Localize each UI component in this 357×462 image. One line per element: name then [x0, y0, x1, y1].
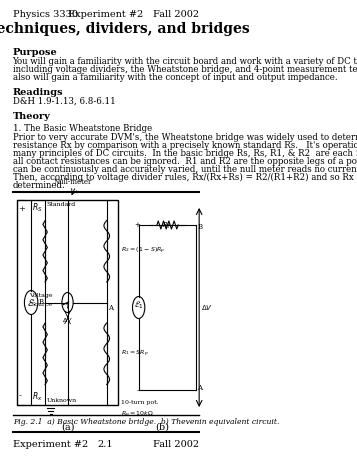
- Text: 1. The Basic Wheatstone Bridge: 1. The Basic Wheatstone Bridge: [12, 124, 152, 133]
- Text: Unknown: Unknown: [47, 399, 77, 403]
- Text: -: -: [18, 392, 21, 400]
- Text: determined.: determined.: [12, 181, 65, 190]
- Text: Physics 3330: Physics 3330: [12, 10, 77, 19]
- Text: 10-turn pot.: 10-turn pot.: [121, 400, 159, 405]
- Text: can be continuously and accurately varied, until the null meter reads no current: can be continuously and accurately varie…: [12, 165, 357, 174]
- Text: +: +: [18, 205, 25, 213]
- Text: Theory: Theory: [12, 112, 50, 121]
- Text: $R_2=(1-S)R_p$: $R_2=(1-S)R_p$: [121, 246, 165, 256]
- Text: Purpose: Purpose: [12, 48, 57, 57]
- Text: Readings: Readings: [12, 88, 63, 97]
- Text: $\Delta V$: $\Delta V$: [62, 316, 73, 323]
- Text: Standard: Standard: [47, 201, 76, 207]
- Text: D&H 1.9-1.13, 6.8-6.11: D&H 1.9-1.13, 6.8-6.11: [12, 97, 115, 106]
- Text: also will gain a familiarity with the concept of input and output impedance.: also will gain a familiarity with the co…: [12, 73, 337, 82]
- Text: Experiment #2: Experiment #2: [12, 440, 88, 449]
- Text: B: B: [39, 298, 44, 306]
- Text: Then, according to voltage divider rules, Rx/(Rx+Rs) = R2/(R1+R2) and so Rx can : Then, according to voltage divider rules…: [12, 173, 357, 182]
- Text: Fall 2002: Fall 2002: [153, 10, 199, 19]
- Text: $R_1=SR_p$: $R_1=SR_p$: [121, 349, 149, 359]
- Text: $\Delta V$: $\Delta V$: [201, 303, 213, 312]
- Text: many principles of DC circuits.  In the basic bridge Rs, Rs, R1, & R2  are each : many principles of DC circuits. In the b…: [12, 149, 357, 158]
- Text: Voltage: Voltage: [30, 292, 53, 298]
- Text: Experiment #2: Experiment #2: [68, 10, 143, 19]
- Text: all contact resistances can be ignored.  R1 and R2 are the opposite legs of a po: all contact resistances can be ignored. …: [12, 157, 357, 166]
- Text: $R_x$: $R_x$: [32, 391, 42, 403]
- Text: (a): (a): [61, 423, 74, 432]
- Text: $\mathcal{E}$: $\mathcal{E}$: [27, 297, 35, 308]
- Text: 2.1: 2.1: [98, 440, 114, 449]
- Text: Null-meter: Null-meter: [54, 178, 92, 186]
- Text: Source: Source: [30, 303, 52, 308]
- Text: A: A: [197, 384, 202, 392]
- Text: -: -: [136, 387, 139, 393]
- Text: $R_p=10k\Omega$: $R_p=10k\Omega$: [121, 410, 154, 420]
- Text: (b): (b): [156, 423, 170, 432]
- Text: DC techniques, dividers, and bridges: DC techniques, dividers, and bridges: [0, 22, 250, 36]
- Text: Prior to very accurate DVM's, the Wheatstone bridge was widely used to determine: Prior to very accurate DVM's, the Wheats…: [12, 133, 357, 142]
- Text: B: B: [197, 223, 202, 231]
- Text: $\mathcal{E}_1$: $\mathcal{E}_1$: [134, 300, 144, 311]
- Bar: [17, 200, 118, 405]
- Text: resistance Rx by comparison with a precisely known standard Rs.   It's operation: resistance Rx by comparison with a preci…: [12, 141, 357, 150]
- Text: Fall 2002: Fall 2002: [153, 440, 199, 449]
- Text: $R_T$: $R_T$: [162, 221, 172, 231]
- Text: including voltage dividers, the Wheatstone bridge, and 4-point measurement techn: including voltage dividers, the Wheatsto…: [12, 65, 357, 74]
- Text: +: +: [135, 222, 141, 228]
- Text: You will gain a familiarity with the circuit board and work with a variety of DC: You will gain a familiarity with the cir…: [12, 57, 357, 66]
- Text: $R_S$: $R_S$: [32, 202, 42, 214]
- Text: A: A: [108, 304, 113, 312]
- Text: Fig. 2.1  a) Basic Wheatstone bridge.  b) Thevenin equivalent circuit.: Fig. 2.1 a) Basic Wheatstone bridge. b) …: [12, 418, 279, 426]
